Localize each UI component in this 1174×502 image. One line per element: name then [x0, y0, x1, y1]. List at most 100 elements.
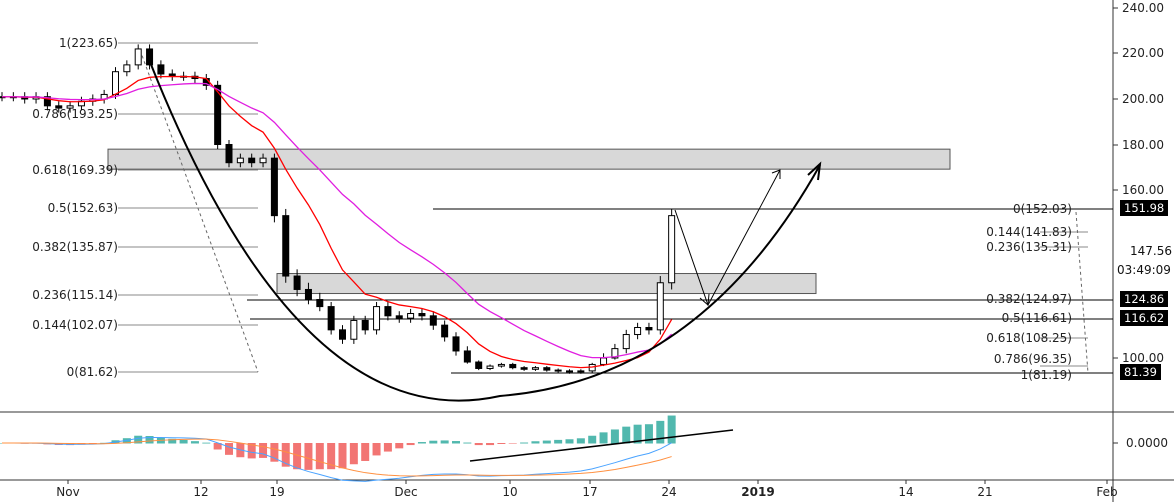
macd-trendline[interactable]	[469, 429, 734, 462]
candle[interactable]	[236, 157, 244, 164]
resistance-zone[interactable]	[276, 273, 817, 295]
macd-histogram-bar	[497, 443, 506, 444]
candle[interactable]	[43, 96, 51, 107]
candle[interactable]	[225, 144, 233, 164]
candle[interactable]	[441, 324, 449, 338]
price-tag: 124.86	[1120, 291, 1169, 307]
candle[interactable]	[429, 315, 437, 326]
y-tick-label: 160.00	[1122, 183, 1164, 197]
resistance-zone[interactable]	[107, 148, 951, 170]
candle[interactable]	[66, 105, 74, 109]
cup-curve-drawing[interactable]	[149, 61, 821, 402]
candle[interactable]	[600, 357, 608, 365]
candle[interactable]	[554, 369, 562, 372]
macd-histogram-bar	[474, 443, 483, 446]
price-tag: 151.98	[1120, 200, 1169, 216]
candle[interactable]	[304, 288, 312, 301]
candle[interactable]	[509, 363, 517, 369]
candle[interactable]	[395, 315, 403, 319]
fib-trend-line[interactable]	[1075, 211, 1089, 374]
candle[interactable]	[259, 157, 267, 164]
macd-line[interactable]	[2, 437, 672, 482]
candle[interactable]	[566, 370, 573, 373]
x-tick-label: 2019	[741, 485, 774, 499]
candle[interactable]	[270, 157, 278, 217]
x-tick-label: 21	[977, 485, 992, 499]
x-tick-label: 19	[269, 485, 284, 499]
fib-level-label: 0(152.03)	[1013, 202, 1072, 216]
candle[interactable]	[486, 365, 494, 369]
fib-trend-line[interactable]	[139, 49, 259, 373]
candle[interactable]	[531, 367, 539, 370]
countdown-price-label: 03:49:09	[1117, 263, 1171, 277]
macd-histogram-bar	[281, 443, 290, 467]
candle[interactable]	[634, 326, 642, 336]
candle[interactable]	[452, 336, 460, 352]
candle[interactable]	[656, 282, 664, 331]
macd-histogram-bar	[327, 443, 336, 470]
ma-fast-line[interactable]	[2, 75, 673, 369]
candle[interactable]	[282, 215, 290, 277]
arrow-head-icon	[807, 161, 822, 181]
candle[interactable]	[384, 306, 392, 317]
candle[interactable]	[668, 215, 676, 284]
candle[interactable]	[373, 306, 381, 331]
macd-histogram-bar	[452, 441, 460, 444]
candle[interactable]	[134, 48, 142, 66]
fib-level-label: 0.786(193.25)	[32, 107, 118, 121]
x-tick-label: 14	[898, 485, 913, 499]
signal-line[interactable]	[2, 438, 672, 477]
candle[interactable]	[157, 64, 165, 75]
macd-histogram-bar	[338, 443, 347, 469]
candle[interactable]	[611, 348, 619, 359]
last-price-label: 147.56	[1130, 244, 1172, 258]
macd-histogram-bar	[508, 443, 517, 444]
x-tick-label: 24	[661, 485, 676, 499]
candle[interactable]	[463, 350, 471, 363]
candle[interactable]	[293, 275, 301, 290]
fib-level-label: 0.144(141.83)	[986, 225, 1072, 239]
macd-histogram-bar	[315, 443, 324, 470]
macd-histogram-bar	[644, 424, 653, 444]
candle[interactable]	[327, 306, 335, 331]
macd-histogram-bar	[259, 443, 268, 458]
candle[interactable]	[622, 334, 630, 350]
candle[interactable]	[123, 64, 131, 73]
ma-slow-line[interactable]	[2, 82, 673, 359]
macd-histogram-bar	[486, 443, 495, 446]
fib-level-label: 0.236(115.14)	[32, 288, 118, 302]
candle[interactable]	[248, 157, 256, 164]
fib-level-label: 1(81.19)	[1021, 368, 1072, 382]
candle[interactable]	[214, 84, 222, 145]
candle[interactable]	[497, 363, 505, 367]
candle[interactable]	[475, 361, 483, 369]
candle[interactable]	[350, 319, 358, 340]
candle[interactable]	[112, 71, 119, 95]
candle[interactable]	[55, 105, 63, 109]
candle[interactable]	[407, 313, 415, 319]
macd-histogram-bar	[270, 443, 279, 462]
macd-histogram-bar	[667, 415, 676, 444]
candle[interactable]	[543, 367, 551, 371]
candle[interactable]	[146, 48, 154, 66]
macd-histogram-bar	[542, 440, 551, 444]
fib-level-label: 0.144(102.07)	[32, 318, 118, 332]
macd-histogram-bar	[622, 426, 631, 444]
y-tick-label: 180.00	[1122, 138, 1164, 152]
macd-histogram-bar	[588, 435, 597, 444]
candle[interactable]	[339, 329, 346, 340]
macd-histogram-bar	[656, 420, 665, 444]
macd-histogram-bar	[247, 443, 256, 459]
candle[interactable]	[645, 326, 653, 331]
x-tick-label: Dec	[394, 485, 417, 499]
x-tick-label: 17	[582, 485, 597, 499]
macd-histogram-bar	[406, 443, 415, 446]
macd-histogram-bar	[190, 441, 199, 444]
candle[interactable]	[577, 370, 585, 373]
candle[interactable]	[418, 313, 426, 317]
candle[interactable]	[520, 367, 528, 370]
candle[interactable]	[361, 319, 369, 331]
candle[interactable]	[316, 299, 324, 308]
